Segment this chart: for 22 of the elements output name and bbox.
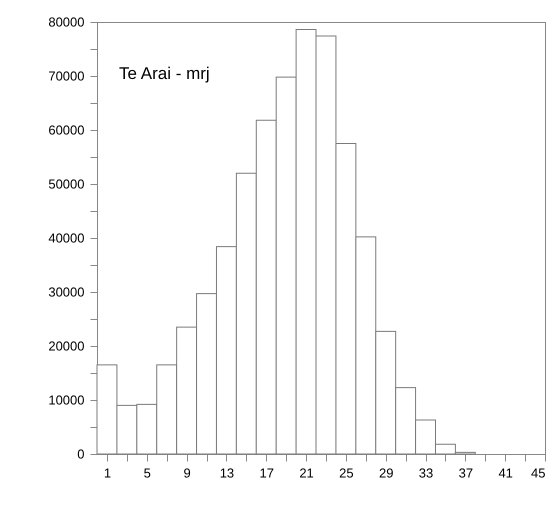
annotation: Te Arai - mrj — [119, 64, 210, 83]
x-tick-label: 9 — [183, 466, 191, 480]
x-tick-label: 13 — [220, 466, 234, 480]
x-tick-label: 33 — [418, 466, 434, 480]
y-tick-label: 30000 — [48, 284, 84, 300]
x-tick-label: 21 — [299, 466, 314, 480]
y-tick-label: 70000 — [48, 68, 84, 84]
y-tick-label: 10000 — [48, 392, 84, 408]
y-tick-label: 20000 — [48, 338, 84, 354]
y-tick-label: 40000 — [48, 230, 84, 246]
x-tick-label: 25 — [339, 466, 354, 480]
x-tick-label: 37 — [458, 466, 474, 480]
x-tick-label: 45 — [531, 466, 546, 480]
x-tick-label: 5 — [144, 466, 151, 480]
y-tick-label: 50000 — [48, 176, 84, 192]
x-tick-label: 1 — [104, 466, 112, 480]
x-tick-label: 17 — [260, 466, 274, 480]
x-tick-label: 41 — [498, 466, 513, 480]
y-tick-label: 0 — [77, 446, 84, 462]
y-tick-label: 80000 — [48, 14, 84, 30]
y-tick-label: 60000 — [48, 122, 84, 138]
x-tick-label: 29 — [378, 466, 394, 480]
